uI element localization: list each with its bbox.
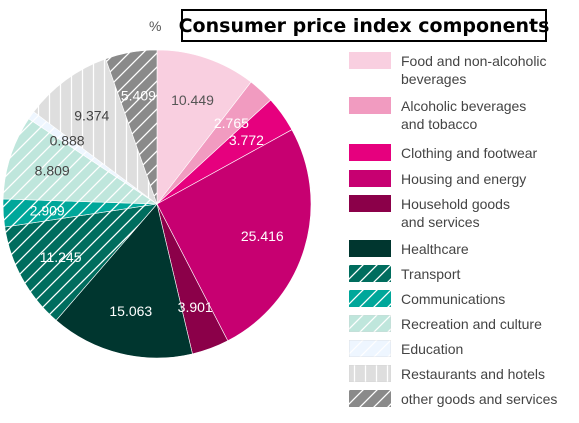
legend-item-healthcare: Healthcare: [349, 240, 579, 258]
slice-value-label-food-and-non-alcoholic-beverages: 10.449: [171, 92, 214, 108]
legend-swatch-recreation-and-culture: [349, 315, 391, 332]
pie-slice-restaurants-and-hotels: [33, 58, 158, 205]
legend-swatch-education: [349, 340, 391, 357]
pie-slice-food-and-non-alcoholic-beverages: [156, 49, 252, 205]
legend-label-recreation-and-culture: Recreation and culture: [401, 315, 579, 333]
legend-item-housing-and-energy: Housing and energy: [349, 170, 579, 188]
legend-label-line1: Restaurants and hotels: [401, 366, 545, 382]
legend-label-line1: Transport: [401, 266, 461, 282]
legend-swatch-communications: [349, 290, 391, 307]
legend-item-household-goods-and-services: Household goods and services: [349, 195, 579, 231]
pie-slice-healthcare: [55, 203, 193, 359]
legend-swatch-alcoholic-beverages-and-tobacco: [349, 97, 391, 114]
legend-item-recreation-and-culture: Recreation and culture: [349, 315, 579, 333]
pie-slice-transport: [4, 203, 158, 321]
pie-slices: [2, 49, 312, 359]
legend-label-communications: Communications: [401, 290, 579, 308]
slice-value-label-education: 0.888: [50, 133, 85, 149]
legend-label-restaurants-and-hotels: Restaurants and hotels: [401, 365, 579, 383]
legend-label-clothing-and-footwear: Clothing and footwear: [401, 144, 579, 162]
legend-label-other-goods-and-services: other goods and services: [401, 390, 579, 408]
legend-label-household-goods-and-services: Household goods and services: [401, 195, 579, 231]
slice-value-label-clothing-and-footwear: 3.772: [229, 132, 264, 148]
slice-value-label-communications: 2.909: [30, 203, 65, 219]
chart-title: Consumer price index components: [178, 14, 550, 37]
legend-item-clothing-and-footwear: Clothing and footwear: [349, 144, 579, 162]
slice-value-label-alcoholic-beverages-and-tobacco: 2.765: [214, 115, 249, 131]
legend-label-line1: Education: [401, 341, 464, 357]
chart-title-box: Consumer price index components: [178, 9, 550, 42]
legend-item-food-and-non-alcoholic-beverages: Food and non-alcoholic beverages: [349, 52, 579, 88]
slice-value-label-other-goods-and-services: 5.409: [121, 88, 156, 104]
pie-slice-housing-and-energy: [156, 129, 312, 342]
legend-label-line1: Food and non-alcoholic: [401, 53, 547, 69]
slice-value-label-household-goods-and-services: 3.901: [178, 299, 213, 315]
legend-label-line1: Clothing and footwear: [401, 145, 538, 161]
legend-swatch-restaurants-and-hotels: [349, 365, 391, 382]
legend-label-healthcare: Healthcare: [401, 240, 579, 258]
legend-item-transport: Transport: [349, 265, 579, 283]
legend-label-line1: other goods and services: [401, 391, 558, 407]
legend-label-transport: Transport: [401, 265, 579, 283]
pie-slice-other-goods-and-services: [105, 49, 158, 205]
slice-value-label-restaurants-and-hotels: 9.374: [74, 107, 109, 123]
legend-label-line1: Household goods: [401, 196, 510, 212]
legend-label-food-and-non-alcoholic-beverages: Food and non-alcoholic beverages: [401, 52, 579, 88]
legend-label-line1: Healthcare: [401, 241, 469, 257]
slice-value-label-recreation-and-culture: 8.809: [35, 163, 70, 179]
pie-slice-recreation-and-culture: [2, 118, 159, 205]
slice-value-label-transport: 11.245: [40, 249, 82, 265]
legend-label-line1: Housing and energy: [401, 171, 527, 187]
legend-swatch-other-goods-and-services: [349, 390, 391, 407]
legend-swatch-clothing-and-footwear: [349, 144, 391, 161]
legend-label-line2: beverages: [401, 71, 467, 87]
legend-label-line2: and services: [401, 214, 480, 230]
legend-label-line1: Alcoholic beverages: [401, 98, 527, 114]
legend-label-line1: Recreation and culture: [401, 316, 542, 332]
legend-swatch-food-and-non-alcoholic-beverages: [349, 52, 391, 69]
slice-value-label-housing-and-energy: 25.416: [241, 228, 284, 244]
legend-label-alcoholic-beverages-and-tobacco: Alcoholic beverages and tobacco: [401, 97, 579, 133]
legend-item-education: Education: [349, 340, 579, 358]
legend-swatch-household-goods-and-services: [349, 195, 391, 212]
legend-item-restaurants-and-hotels: Restaurants and hotels: [349, 365, 579, 383]
legend-item-other-goods-and-services: other goods and services: [349, 390, 579, 408]
legend-label-housing-and-energy: Housing and energy: [401, 170, 579, 188]
legend-swatch-healthcare: [349, 240, 391, 257]
legend-swatch-housing-and-energy: [349, 170, 391, 187]
legend-label-line1: Communications: [401, 291, 506, 307]
legend-item-communications: Communications: [349, 290, 579, 308]
legend-label-education: Education: [401, 340, 579, 358]
legend-swatch-transport: [349, 265, 391, 282]
legend-label-line2: and tobacco: [401, 116, 478, 132]
legend-item-alcoholic-beverages-and-tobacco: Alcoholic beverages and tobacco: [349, 97, 579, 133]
slice-value-label-healthcare: 15.063: [109, 303, 152, 319]
unit-label: %: [149, 18, 162, 34]
